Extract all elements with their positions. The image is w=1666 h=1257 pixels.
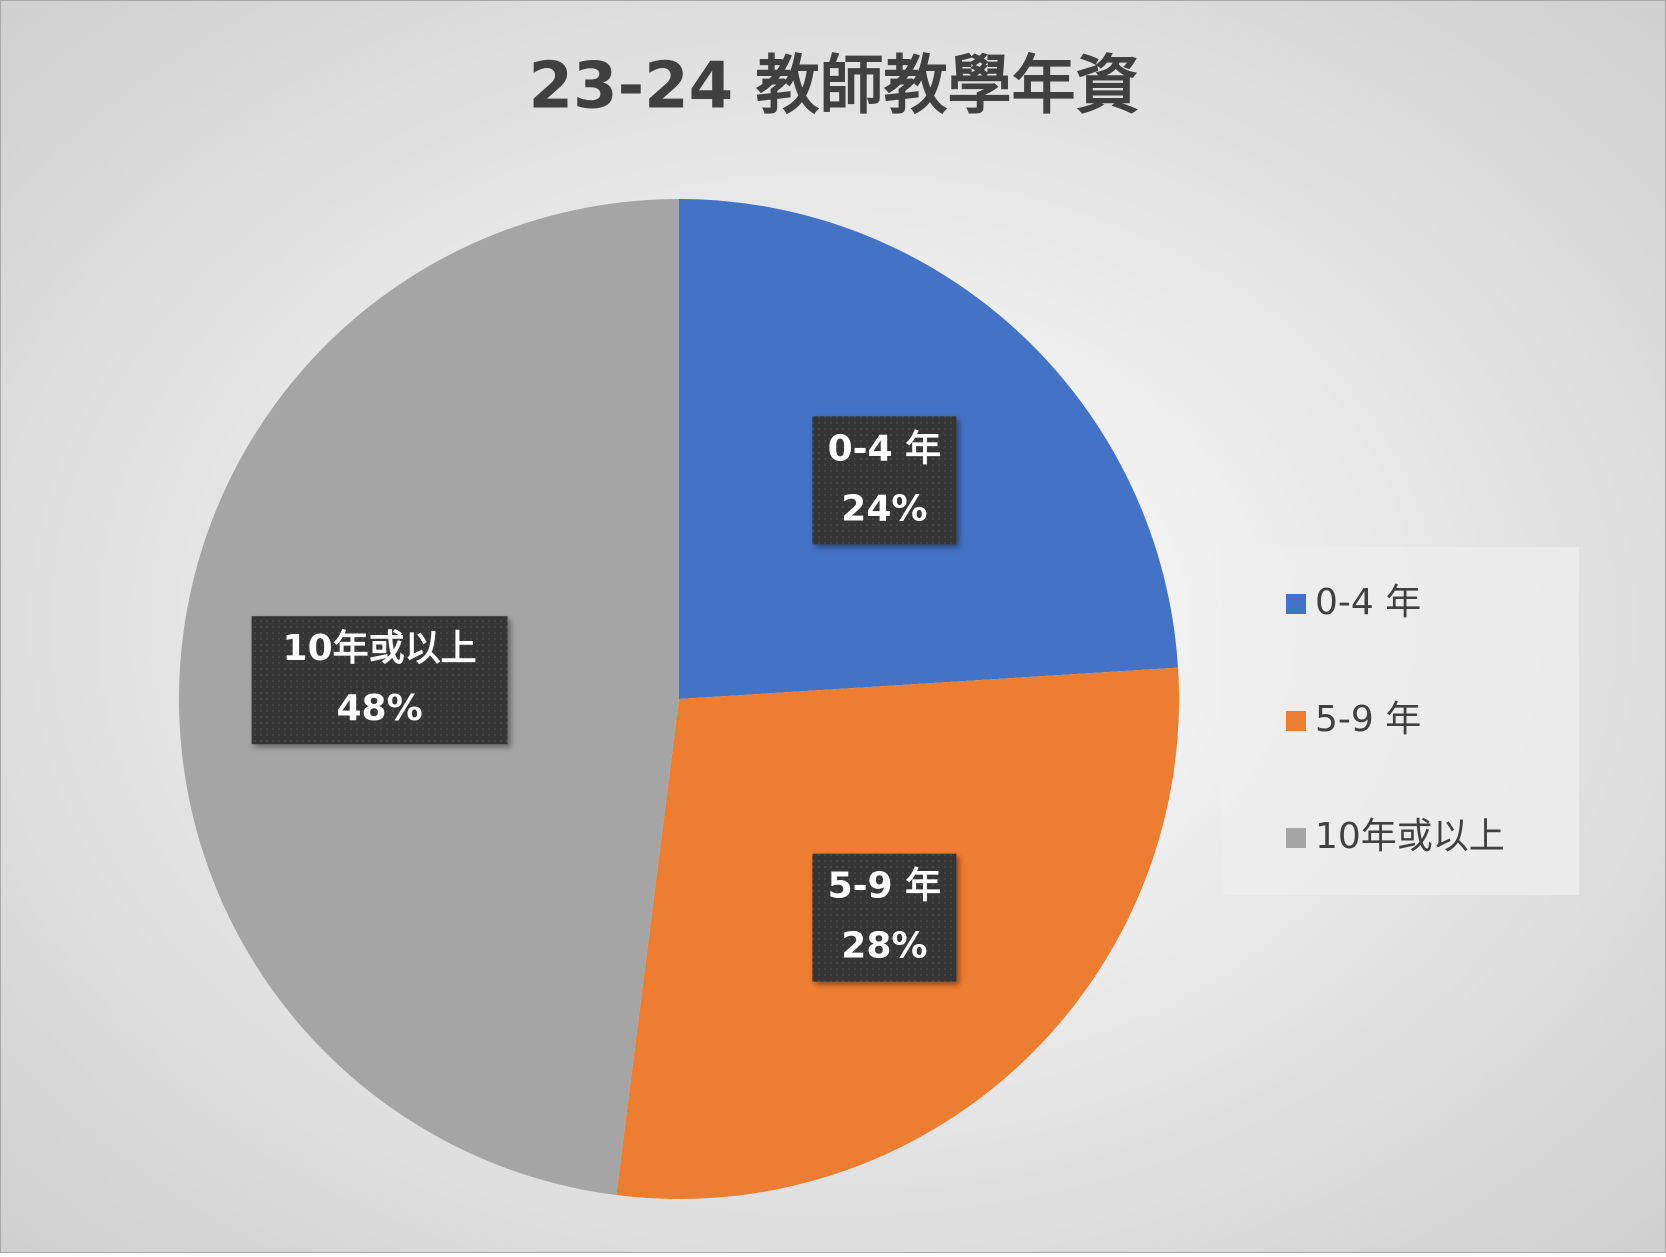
data-label-box bbox=[812, 416, 957, 545]
legend-marker bbox=[1286, 828, 1306, 848]
legend-label: 10年或以上 bbox=[1315, 816, 1505, 857]
legend-box bbox=[1222, 547, 1579, 895]
chart-title: 23-24 教師教學年資 bbox=[529, 50, 1140, 124]
data-label-category: 10年或以上 bbox=[283, 628, 477, 669]
data-label-box bbox=[812, 853, 957, 982]
legend-marker bbox=[1286, 594, 1306, 614]
data-label-category: 0-4 年 bbox=[828, 428, 942, 469]
data-label-value: 24% bbox=[841, 488, 927, 529]
data-label-value: 48% bbox=[337, 688, 423, 729]
data-label-box bbox=[251, 616, 508, 745]
data-label-value: 28% bbox=[841, 926, 927, 967]
data-label-category: 5-9 年 bbox=[828, 866, 942, 907]
legend-label: 5-9 年 bbox=[1315, 699, 1421, 740]
legend-marker bbox=[1286, 711, 1306, 731]
legend-label: 0-4 年 bbox=[1315, 582, 1421, 623]
